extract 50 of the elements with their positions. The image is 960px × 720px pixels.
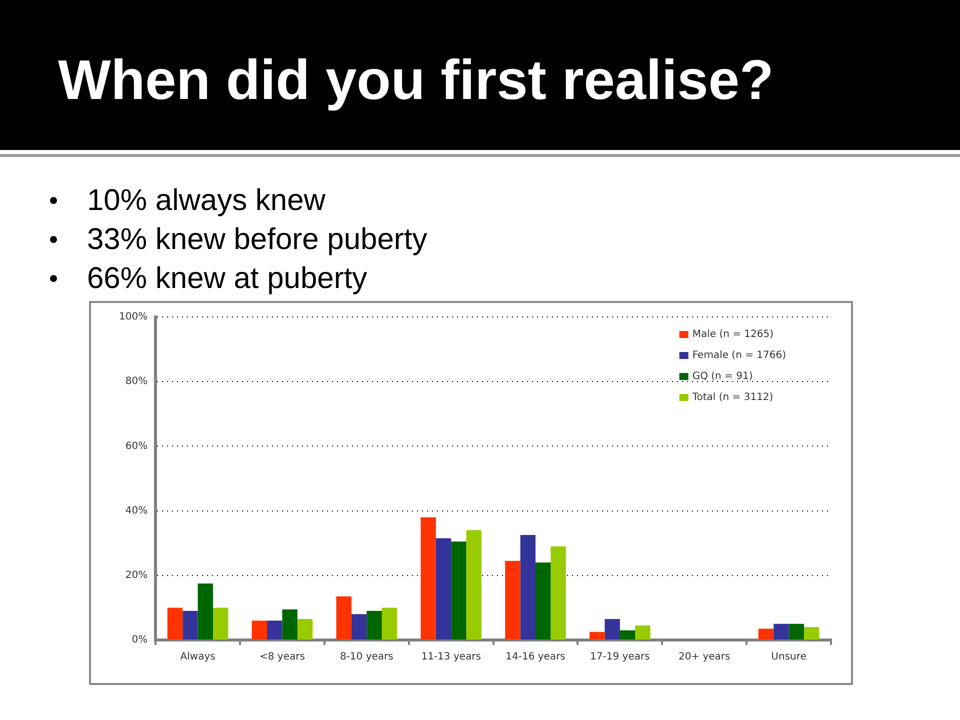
bar <box>466 530 482 640</box>
bar <box>436 538 452 640</box>
bar <box>505 560 520 640</box>
x-tick-label: 8-10 years <box>340 652 394 663</box>
bar <box>213 608 228 640</box>
y-tick-label: 40% <box>125 505 148 516</box>
y-tick-label: 100% <box>118 312 148 323</box>
x-tick-label: Unsure <box>771 652 806 663</box>
bar <box>167 608 183 640</box>
bar <box>604 619 620 640</box>
bar <box>420 517 436 640</box>
bar <box>297 619 313 640</box>
chart-title: When did you first realise? <box>58 48 774 112</box>
y-tick-label: 60% <box>125 440 148 452</box>
legend-label: Female (n = 1766) <box>692 350 786 362</box>
bar <box>198 583 213 640</box>
bar <box>267 620 282 640</box>
x-tick-label: 17-19 years <box>590 652 650 663</box>
bar <box>382 608 398 640</box>
bar <box>788 624 804 640</box>
x-tick-label: <8 years <box>260 652 305 663</box>
bar <box>590 632 605 640</box>
bar <box>635 625 650 640</box>
bar <box>252 620 268 640</box>
y-tick-label: 20% <box>125 570 148 581</box>
bar <box>336 596 352 640</box>
legend-label: Male (n = 1265) <box>692 329 774 340</box>
bar <box>804 627 820 640</box>
bar <box>282 609 298 640</box>
bar <box>774 624 789 640</box>
y-tick-label: 80% <box>125 376 148 388</box>
x-tick-label: 20+ years <box>678 652 730 663</box>
bar <box>520 535 536 640</box>
legend-label: GQ (n = 91) <box>692 371 753 382</box>
bar <box>620 630 636 640</box>
y-tick-label: 0% <box>132 634 148 646</box>
bar <box>451 541 466 640</box>
text: 66% knew at puberty <box>87 262 368 296</box>
bar <box>550 546 566 640</box>
x-tick-label: 11-13 years <box>421 652 481 663</box>
legend-label: Total (n = 3112) <box>691 392 774 404</box>
x-tick-label: 14-16 years <box>506 652 566 663</box>
x-tick-label: Always <box>180 652 216 663</box>
bar <box>758 628 774 640</box>
bar <box>182 610 198 640</box>
bar <box>366 610 382 640</box>
text: 10% always knew <box>87 184 326 218</box>
bar <box>536 562 551 640</box>
text: 33% knew before puberty <box>87 222 428 256</box>
bar <box>351 614 367 640</box>
